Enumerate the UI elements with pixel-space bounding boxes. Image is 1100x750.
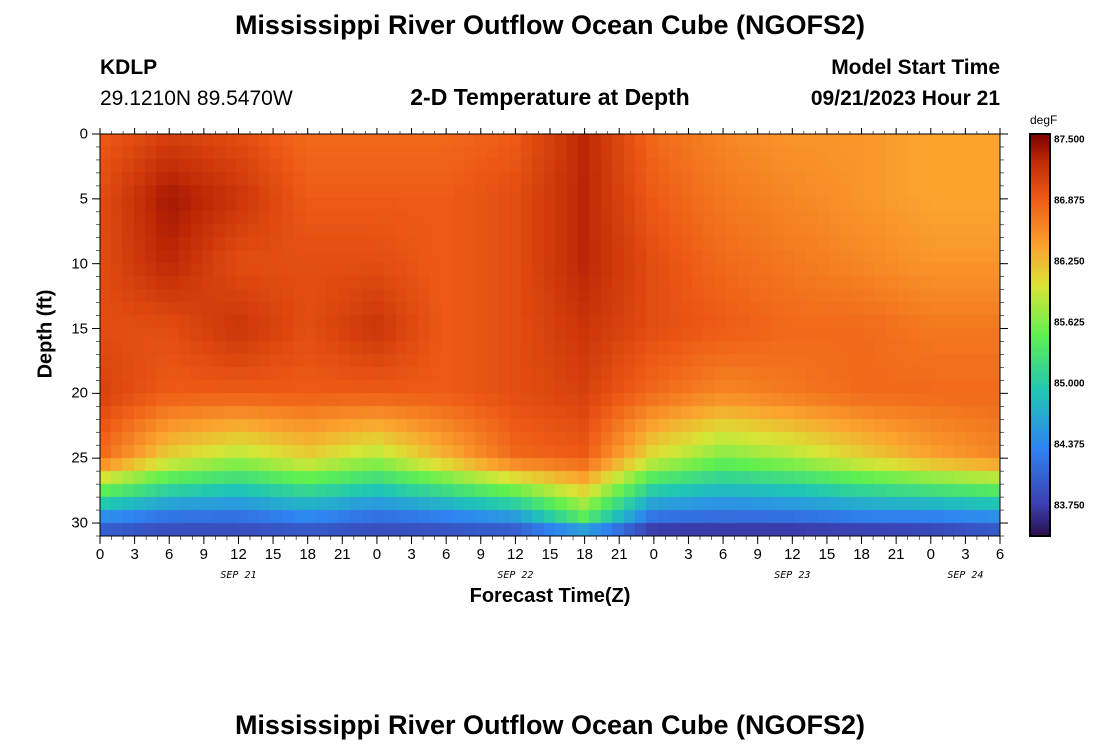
x-tick-label: 6 — [995, 546, 1005, 563]
y-tick-label: 0 — [79, 125, 88, 143]
colorbar-tick-label: 84.375 — [1054, 439, 1085, 451]
x-tick-label: 12 — [783, 546, 801, 563]
y-tick-label: 10 — [71, 255, 88, 273]
x-tick-label: 3 — [407, 546, 416, 563]
x-tick-label: 9 — [199, 546, 209, 563]
x-tick-label: 6 — [165, 546, 174, 563]
model-start-label: Model Start Time — [831, 56, 1000, 79]
y-tick-label: 5 — [79, 190, 88, 208]
colorbar-tick-label: 85.000 — [1054, 378, 1085, 390]
y-axis-label: Depth (ft) — [34, 289, 57, 379]
colorbar — [1029, 133, 1051, 537]
footer-title: Mississippi River Outflow Ocean Cube (NG… — [234, 710, 866, 740]
x-tick-label: 18 — [299, 546, 317, 563]
date-label: SEP 23 — [774, 570, 811, 581]
x-tick-label: 12 — [507, 546, 524, 563]
x-tick-label: 9 — [476, 546, 485, 563]
x-axis-label: Forecast Time(Z) — [469, 585, 631, 607]
x-tick-label: 15 — [264, 546, 282, 563]
x-tick-label: 0 — [372, 546, 382, 563]
x-tick-label: 3 — [130, 546, 139, 563]
colorbar-tick-label: 83.750 — [1054, 500, 1085, 512]
x-tick-label: 18 — [853, 546, 870, 563]
colorbar-tick-label: 86.875 — [1054, 195, 1085, 207]
x-tick-label: 9 — [753, 546, 762, 563]
x-tick-label: 21 — [887, 546, 905, 563]
plot-frame — [99, 133, 1001, 537]
x-tick-label: 15 — [541, 546, 559, 563]
x-tick-label: 12 — [230, 546, 247, 563]
date-label: SEP 21 — [220, 570, 257, 581]
date-label: SEP 22 — [497, 570, 534, 581]
colorbar-tick-label: 87.500 — [1054, 134, 1085, 146]
temperature-heatmap — [100, 134, 1000, 536]
y-tick-label: 15 — [71, 320, 88, 338]
x-tick-label: 6 — [718, 546, 728, 563]
y-tick-label: 25 — [71, 449, 88, 467]
station-coordinates: 29.1210N 89.5470W — [100, 87, 293, 110]
x-tick-label: 18 — [576, 546, 593, 563]
x-tick-label: 21 — [610, 546, 628, 563]
x-tick-label: 3 — [684, 546, 693, 563]
main-title: Mississippi River Outflow Ocean Cube (NG… — [234, 10, 866, 40]
x-tick-label: 21 — [333, 546, 351, 563]
x-tick-label: 0 — [649, 546, 659, 563]
date-label: SEP 24 — [947, 570, 984, 581]
x-tick-label: 0 — [95, 546, 105, 563]
x-tick-label: 6 — [441, 546, 451, 563]
colorbar-units: degF — [1030, 113, 1058, 127]
station-id: KDLP — [100, 56, 158, 79]
x-tick-label: 15 — [818, 546, 836, 563]
colorbar-tick-label: 85.625 — [1054, 317, 1085, 329]
chart-subtitle: 2-D Temperature at Depth — [410, 84, 690, 110]
y-tick-label: 20 — [71, 384, 88, 402]
x-tick-label: 0 — [926, 546, 935, 563]
colorbar-tick-label: 86.250 — [1054, 256, 1085, 268]
model-start-value: 09/21/2023 Hour 21 — [810, 87, 1000, 110]
x-tick-label: 3 — [961, 546, 970, 563]
y-tick-label: 30 — [71, 514, 88, 532]
